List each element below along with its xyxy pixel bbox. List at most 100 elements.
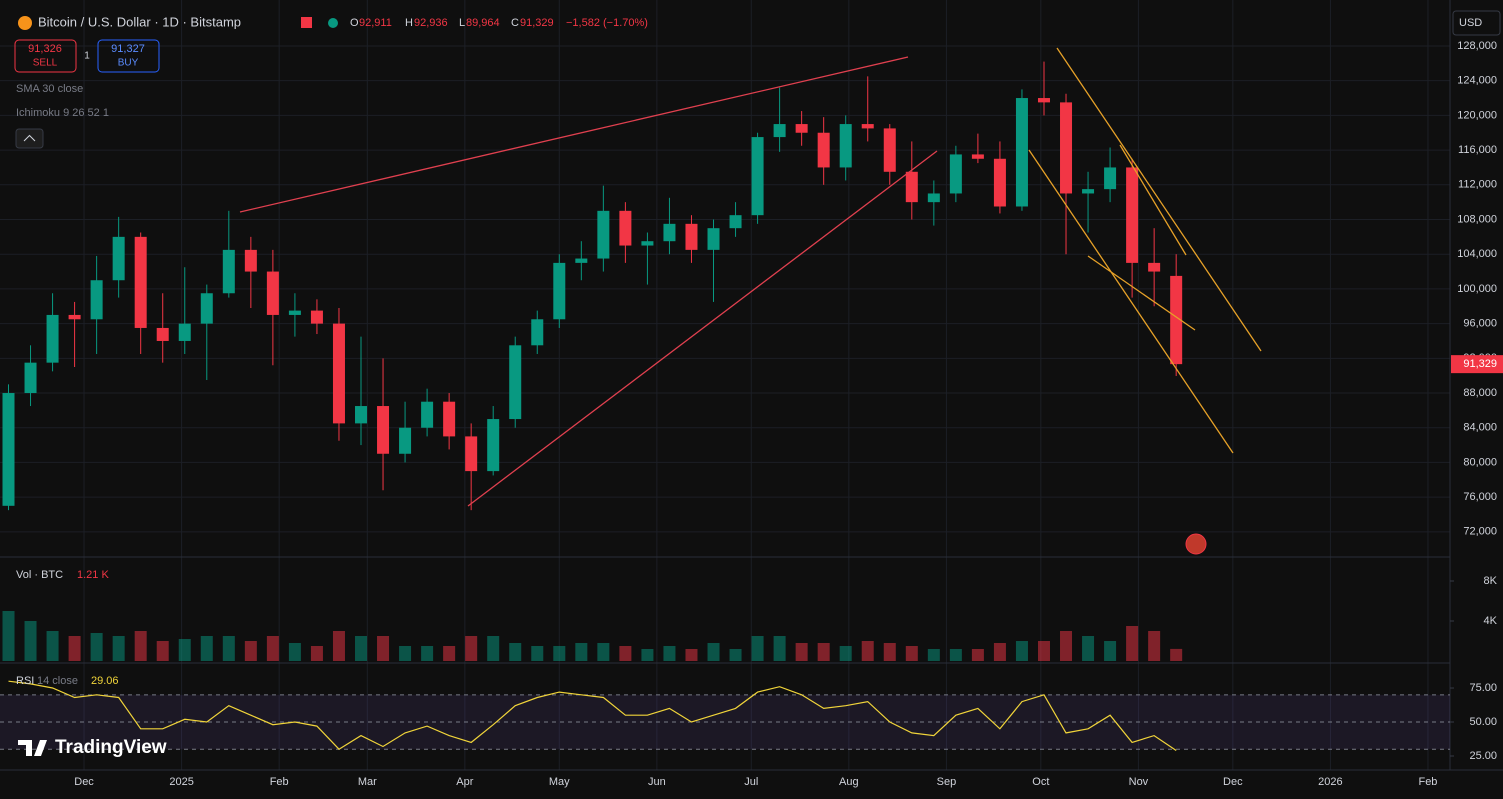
flag-icon[interactable] xyxy=(301,17,312,28)
y-tick-label: 84,000 xyxy=(1463,422,1497,434)
channel-line xyxy=(1028,149,1234,454)
change: −1,582 (−1.70%) xyxy=(566,17,648,29)
ohlc-label: C xyxy=(511,17,519,29)
buy-button[interactable] xyxy=(97,39,160,73)
x-tick-label: Oct xyxy=(1032,776,1049,788)
volume-bar xyxy=(355,636,368,661)
x-tick-label: Feb xyxy=(1418,776,1437,788)
volume-bar xyxy=(663,646,676,661)
candle-body xyxy=(421,401,434,428)
volume-bar xyxy=(553,646,566,661)
candle-body xyxy=(68,314,81,320)
volume-bar xyxy=(531,646,544,661)
candle-body xyxy=(575,258,588,263)
candle-body xyxy=(288,310,301,315)
y-tick-label: 124,000 xyxy=(1457,75,1497,87)
volume-bar xyxy=(883,643,896,661)
volume-bar xyxy=(971,649,984,661)
volume-bar xyxy=(1015,641,1028,661)
candle-body xyxy=(465,436,478,472)
volume-bar xyxy=(2,611,15,661)
y-tick-label: 80,000 xyxy=(1463,456,1497,468)
volume-bar xyxy=(266,636,279,661)
candle-body xyxy=(597,210,610,259)
y-tick-label: 8K xyxy=(1484,575,1498,587)
volume-bar xyxy=(443,646,456,661)
brand: TradingView xyxy=(55,737,167,758)
ohlc-value: 89,964 xyxy=(466,17,500,29)
indicator-label[interactable]: SMA 30 close xyxy=(16,83,83,95)
candle-body xyxy=(509,345,522,420)
volume-bar xyxy=(244,641,257,661)
x-tick-label: Dec xyxy=(74,776,94,788)
spread: 1 xyxy=(84,51,90,62)
y-tick-label: 96,000 xyxy=(1463,318,1497,330)
x-tick-label: Jun xyxy=(648,776,666,788)
candle-body xyxy=(1126,167,1139,263)
candle-body xyxy=(156,327,169,341)
candle-body xyxy=(641,241,654,246)
candle-body xyxy=(178,323,191,341)
volume-bar xyxy=(1082,636,1095,661)
x-tick-label: Nov xyxy=(1129,776,1149,788)
candle-body xyxy=(729,215,742,229)
candle-body xyxy=(861,124,874,129)
y-tick-label: 76,000 xyxy=(1463,491,1497,503)
candle-body xyxy=(619,210,632,246)
candle-body xyxy=(1170,275,1183,365)
candle-body xyxy=(949,154,962,194)
volume-bar xyxy=(1037,641,1050,661)
candle-body xyxy=(1148,262,1161,272)
candle-body xyxy=(355,406,368,424)
x-tick-label: Mar xyxy=(358,776,377,788)
y-tick-label: 116,000 xyxy=(1458,144,1497,156)
rsi-value: 29.06 xyxy=(91,675,119,687)
event-icon[interactable] xyxy=(1185,533,1207,555)
volume-bar xyxy=(509,643,522,661)
y-tick-label: 72,000 xyxy=(1463,526,1497,538)
volume-bar xyxy=(90,633,103,661)
market-status xyxy=(328,18,338,28)
candle-body xyxy=(663,223,676,242)
y-tick-label: 128,000 xyxy=(1457,40,1497,52)
volume-bar xyxy=(200,636,213,661)
volume-bar xyxy=(156,641,169,661)
symbol[interactable]: Bitcoin / U.S. Dollar · 1D · Bitstamp xyxy=(38,14,241,29)
candle-body xyxy=(222,249,235,294)
volume-bar xyxy=(817,643,830,661)
candle-body xyxy=(487,419,500,472)
volume-bar xyxy=(288,643,301,661)
x-tick-label: Sep xyxy=(937,776,957,788)
vol-value: 1.21 K xyxy=(77,569,109,581)
sell-label: SELL xyxy=(33,58,58,69)
sell-price: 91,326 xyxy=(28,43,62,55)
volume-bar xyxy=(927,649,940,661)
indicator-label[interactable]: Ichimoku 9 26 52 1 xyxy=(16,107,109,119)
candle-body xyxy=(244,249,257,272)
x-tick-label: Apr xyxy=(456,776,473,788)
volume-bar xyxy=(905,646,918,661)
volume-bar xyxy=(465,636,478,661)
y-tick-label: 108,000 xyxy=(1457,213,1497,225)
volume-bar xyxy=(861,641,874,661)
volume-bar xyxy=(773,636,786,661)
collapse-button[interactable] xyxy=(15,128,44,149)
currency-select[interactable] xyxy=(1452,10,1501,36)
x-tick-label: 2025 xyxy=(169,776,193,788)
sell-button[interactable] xyxy=(14,39,77,73)
volume-bar xyxy=(46,631,59,661)
volume-bar xyxy=(222,636,235,661)
volume-bar xyxy=(575,643,588,661)
candle-body xyxy=(927,193,940,203)
candle-body xyxy=(443,401,456,437)
volume-bar xyxy=(839,646,852,661)
channel-line xyxy=(1056,47,1262,352)
candle-body xyxy=(2,393,15,506)
candle-body xyxy=(1104,167,1117,190)
candle-body xyxy=(1037,98,1050,103)
volume-bar xyxy=(597,643,610,661)
volume-bar xyxy=(641,649,654,661)
x-tick-label: Aug xyxy=(839,776,859,788)
